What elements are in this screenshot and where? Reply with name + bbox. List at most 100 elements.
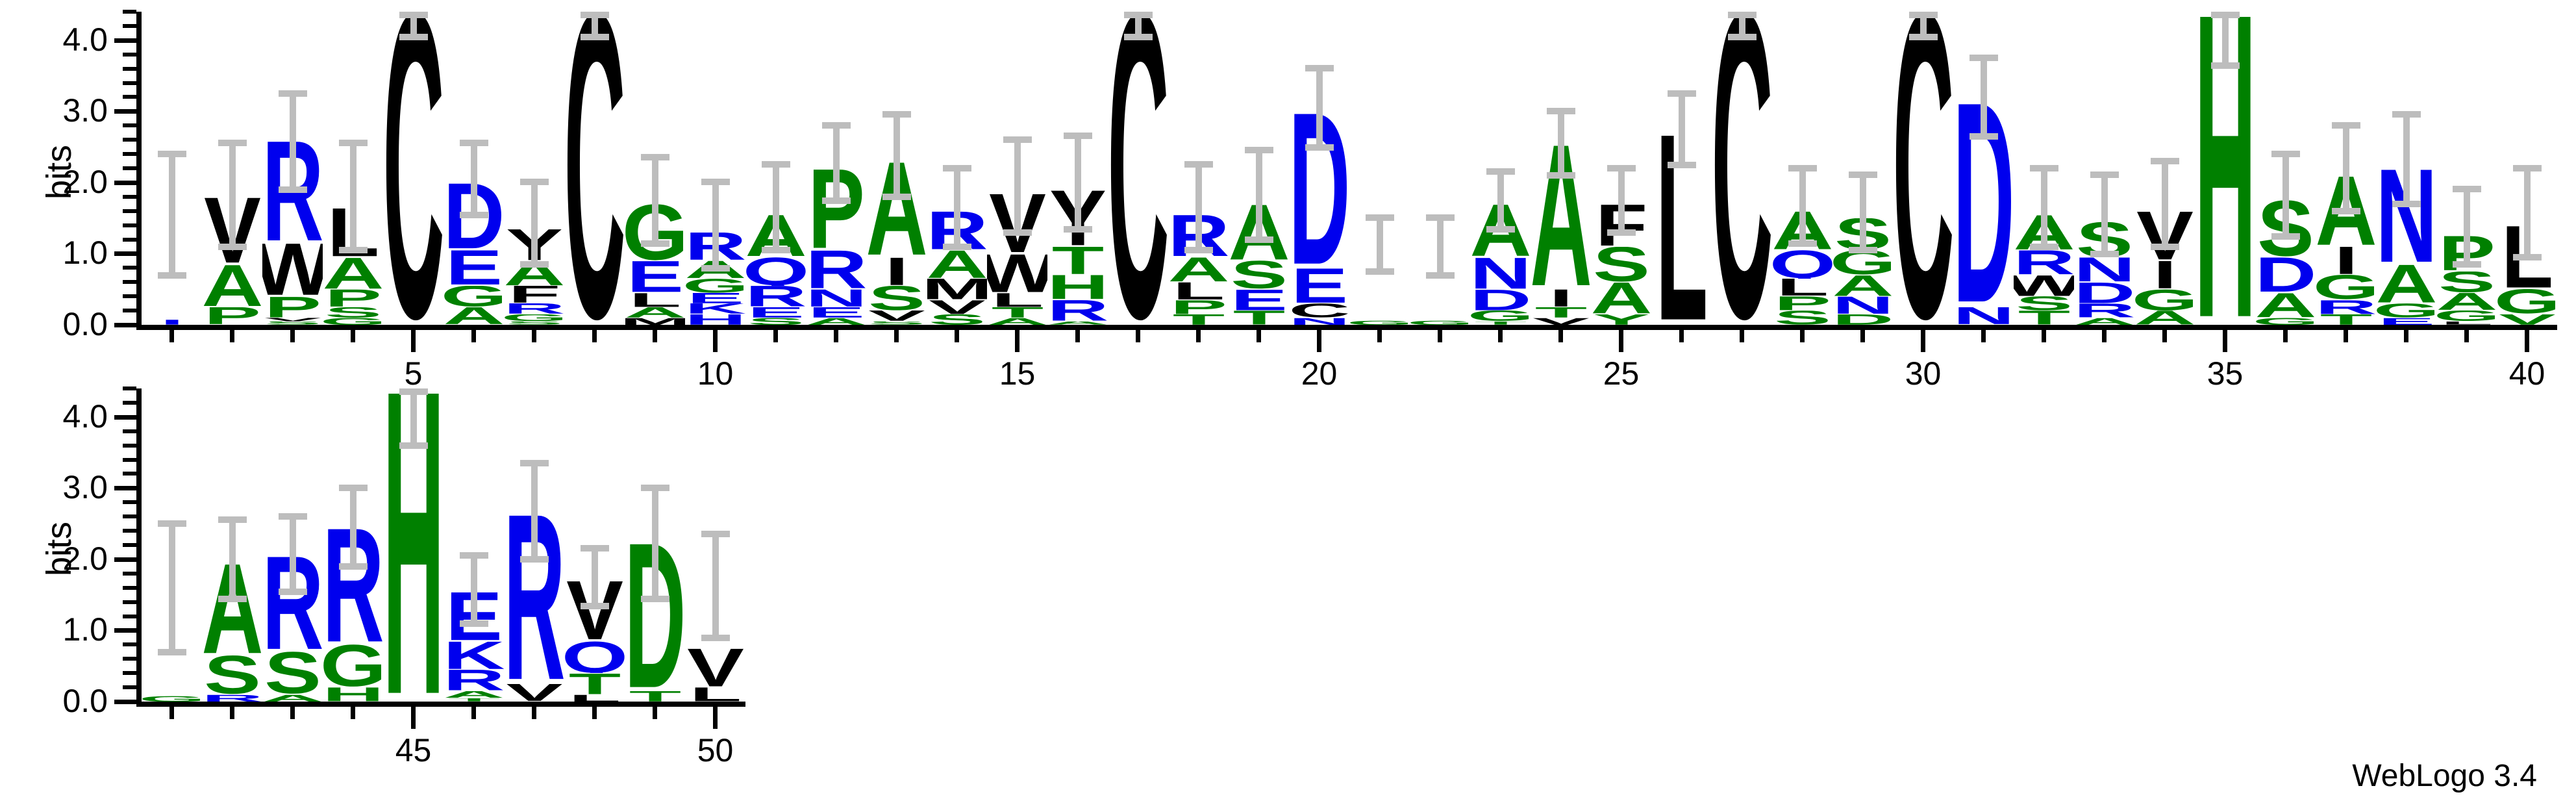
amino-acid-glyph: G: [444, 285, 504, 307]
error-bar-cap: [942, 164, 971, 171]
error-bar-cap: [2090, 171, 2119, 179]
y-tick-minor: [123, 529, 136, 533]
error-bar-cap: [1244, 236, 1273, 244]
logo-letter: I: [1531, 289, 1591, 307]
error-bar: [470, 552, 477, 627]
amino-acid-glyph: G: [1470, 311, 1531, 322]
logo-letter: A: [444, 691, 504, 698]
amino-acid-glyph: D: [2074, 282, 2134, 304]
amino-acid-glyph: G: [2376, 303, 2436, 318]
error-bar-cap: [519, 261, 549, 268]
logo-letter: R: [1047, 300, 1108, 322]
logo-letter: C: [383, 12, 444, 325]
logo-letter: E: [685, 293, 745, 303]
logo-letter: F: [504, 286, 564, 303]
logo-letter: P: [323, 289, 383, 307]
amino-acid-glyph: C: [564, 12, 625, 325]
amino-acid-glyph: N: [1953, 307, 2014, 325]
x-tick-minor: [1438, 330, 1442, 342]
amino-acid-glyph: S: [264, 652, 321, 695]
amino-acid-glyph: N: [1470, 257, 1531, 290]
y-tick-minor: [123, 543, 136, 547]
logo-letter: C: [1108, 12, 1168, 325]
amino-acid-glyph: A: [2134, 311, 2195, 325]
error-bar-cap: [1969, 54, 1998, 61]
x-axis-line: [136, 325, 2557, 330]
logo-letter: W: [262, 243, 323, 296]
amino-acid-glyph: D: [2255, 257, 2316, 293]
logo-letter: S: [262, 322, 323, 325]
x-tick-minor: [1498, 330, 1503, 342]
amino-acid-glyph: Q: [564, 641, 625, 674]
amino-acid-glyph: S: [868, 285, 925, 311]
amino-acid-glyph: I: [160, 320, 184, 325]
logo-letter: S: [927, 314, 987, 325]
logo-letter: V: [504, 684, 564, 702]
error-bar-cap: [278, 90, 307, 97]
error-bar: [1678, 90, 1685, 168]
logo-letter: Q: [1772, 250, 1832, 279]
error-bar-cap: [761, 247, 790, 254]
y-tick-major: [114, 109, 136, 114]
amino-acid-glyph: H: [323, 687, 383, 702]
error-bar: [712, 531, 719, 641]
error-bar: [1738, 12, 1745, 40]
error-bar-cap: [157, 150, 186, 157]
amino-acid-glyph: G: [2497, 289, 2557, 314]
error-bar-cap: [157, 648, 186, 655]
amino-acid-glyph: A: [2376, 264, 2436, 304]
error-bar-cap: [218, 243, 247, 250]
logo-letter: C: [1289, 303, 1349, 318]
amino-acid-glyph: E: [1290, 268, 1348, 304]
logo-letter: G: [685, 279, 745, 293]
y-tick-label: 2.0: [62, 163, 108, 200]
y-tick-minor: [123, 52, 136, 57]
error-bar: [591, 12, 598, 40]
error-bar: [1980, 54, 1987, 140]
logo-stack: I: [142, 12, 202, 325]
logo-letter: L: [987, 293, 1047, 307]
error-bar: [2221, 12, 2229, 69]
y-tick-minor: [123, 10, 136, 14]
amino-acid-glyph: R: [2074, 303, 2134, 318]
y-tick-major: [114, 180, 136, 185]
error-bar-cap: [701, 264, 730, 272]
logo-letter: R: [2074, 303, 2134, 318]
logo-letter: A: [2134, 311, 2195, 325]
amino-acid-glyph: E: [2377, 318, 2435, 325]
logo-letter: T: [1047, 247, 1108, 275]
error-bar: [168, 150, 175, 279]
logo-letter: A: [262, 694, 323, 702]
error-bar-cap: [701, 634, 730, 641]
x-tick-label: 40: [2508, 355, 2545, 392]
error-bar-cap: [1003, 229, 1032, 236]
error-bar-cap: [882, 111, 911, 118]
y-tick-minor: [123, 600, 136, 604]
amino-acid-glyph: T: [1172, 314, 1225, 325]
x-tick-label: 10: [697, 355, 734, 392]
logo-letter: A: [1168, 257, 1229, 282]
logo-letter: S: [2436, 272, 2497, 293]
y-axis-line: [136, 388, 142, 704]
error-bar-cap: [2452, 261, 2481, 268]
amino-acid-glyph: N: [806, 289, 866, 307]
error-bar: [349, 484, 356, 570]
amino-acid-glyph: R: [745, 285, 806, 307]
x-tick-major: [1317, 330, 1321, 352]
y-tick-minor: [123, 614, 136, 618]
error-bar-cap: [942, 243, 971, 250]
error-bar: [229, 140, 236, 250]
amino-acid-glyph: S: [2438, 271, 2495, 293]
y-tick-minor: [123, 387, 136, 390]
logo-letter: W: [2014, 275, 2074, 296]
logo-letter: T: [2014, 311, 2074, 325]
logo-stack: GSPAL: [323, 12, 383, 325]
error-bar-cap: [1184, 161, 1213, 168]
amino-acid-glyph: G: [685, 278, 745, 293]
logo-letter: W: [987, 253, 1047, 292]
amino-acid-glyph: V: [868, 311, 925, 322]
error-bar: [410, 388, 417, 450]
logo-letter: A: [202, 264, 262, 307]
